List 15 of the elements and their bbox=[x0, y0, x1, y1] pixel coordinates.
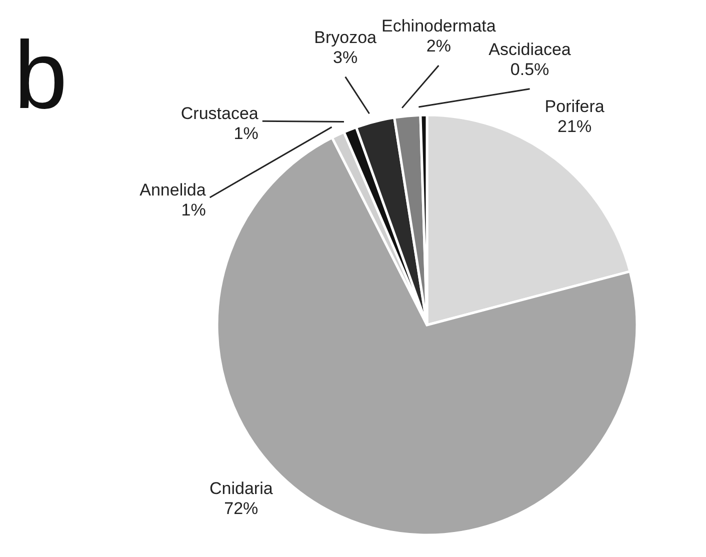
slice-label: Crustacea bbox=[180, 104, 259, 124]
data-label: 1% bbox=[234, 124, 258, 144]
data-label: 72% bbox=[224, 499, 258, 518]
slice-label: Porifera bbox=[544, 96, 605, 116]
data-label: 21% bbox=[558, 116, 592, 136]
data-label: 3% bbox=[333, 48, 358, 67]
data-label: 2% bbox=[426, 36, 451, 56]
slice-label: Echinodermata bbox=[382, 16, 496, 36]
slice-label: Cnidaria bbox=[209, 479, 274, 498]
text: b bbox=[14, 22, 68, 129]
slice-label: Ascidiacea bbox=[488, 40, 572, 59]
slice-label: Bryozoa bbox=[314, 28, 378, 47]
data-label: 1% bbox=[181, 200, 206, 220]
slice-label: Annelida bbox=[140, 180, 206, 200]
data-label: 0.5% bbox=[510, 60, 550, 79]
